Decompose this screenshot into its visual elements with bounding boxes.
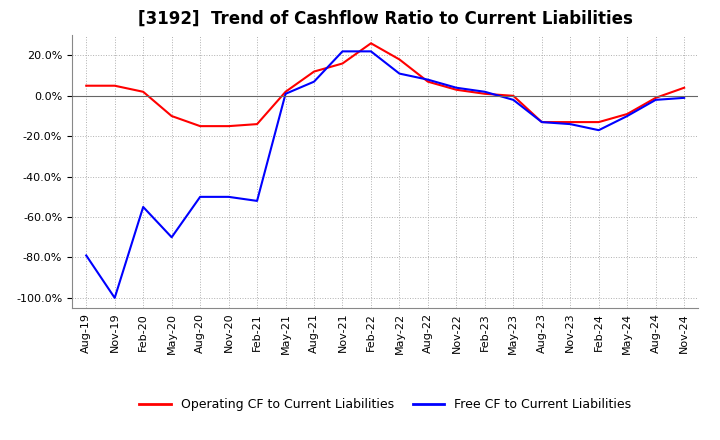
Free CF to Current Liabilities xyxy=(110,295,119,301)
Operating CF to Current Liabilities xyxy=(623,111,631,117)
Free CF to Current Liabilities xyxy=(623,114,631,119)
Free CF to Current Liabilities xyxy=(366,49,375,54)
Operating CF to Current Liabilities xyxy=(338,61,347,66)
Operating CF to Current Liabilities xyxy=(680,85,688,90)
Free CF to Current Liabilities xyxy=(196,194,204,199)
Free CF to Current Liabilities xyxy=(282,91,290,96)
Operating CF to Current Liabilities xyxy=(139,89,148,95)
Free CF to Current Liabilities xyxy=(338,49,347,54)
Operating CF to Current Liabilities xyxy=(537,119,546,125)
Operating CF to Current Liabilities xyxy=(225,124,233,129)
Operating CF to Current Liabilities xyxy=(110,83,119,88)
Free CF to Current Liabilities xyxy=(225,194,233,199)
Free CF to Current Liabilities xyxy=(509,97,518,103)
Free CF to Current Liabilities xyxy=(167,235,176,240)
Operating CF to Current Liabilities xyxy=(167,114,176,119)
Operating CF to Current Liabilities xyxy=(509,93,518,99)
Free CF to Current Liabilities xyxy=(537,119,546,125)
Title: [3192]  Trend of Cashflow Ratio to Current Liabilities: [3192] Trend of Cashflow Ratio to Curren… xyxy=(138,10,633,28)
Free CF to Current Liabilities xyxy=(310,79,318,84)
Operating CF to Current Liabilities xyxy=(253,121,261,127)
Free CF to Current Liabilities xyxy=(680,95,688,100)
Operating CF to Current Liabilities xyxy=(452,87,461,92)
Line: Free CF to Current Liabilities: Free CF to Current Liabilities xyxy=(86,51,684,298)
Operating CF to Current Liabilities xyxy=(196,124,204,129)
Operating CF to Current Liabilities xyxy=(652,95,660,100)
Operating CF to Current Liabilities xyxy=(395,57,404,62)
Operating CF to Current Liabilities xyxy=(282,89,290,95)
Legend: Operating CF to Current Liabilities, Free CF to Current Liabilities: Operating CF to Current Liabilities, Fre… xyxy=(135,393,636,416)
Free CF to Current Liabilities xyxy=(139,204,148,209)
Free CF to Current Liabilities xyxy=(566,121,575,127)
Operating CF to Current Liabilities xyxy=(366,40,375,46)
Free CF to Current Liabilities xyxy=(595,128,603,133)
Operating CF to Current Liabilities xyxy=(82,83,91,88)
Free CF to Current Liabilities xyxy=(652,97,660,103)
Free CF to Current Liabilities xyxy=(395,71,404,76)
Line: Operating CF to Current Liabilities: Operating CF to Current Liabilities xyxy=(86,43,684,126)
Free CF to Current Liabilities xyxy=(82,253,91,258)
Operating CF to Current Liabilities xyxy=(566,119,575,125)
Operating CF to Current Liabilities xyxy=(310,69,318,74)
Free CF to Current Liabilities xyxy=(253,198,261,204)
Operating CF to Current Liabilities xyxy=(423,79,432,84)
Operating CF to Current Liabilities xyxy=(595,119,603,125)
Operating CF to Current Liabilities xyxy=(480,91,489,96)
Free CF to Current Liabilities xyxy=(480,89,489,95)
Free CF to Current Liabilities xyxy=(423,77,432,82)
Free CF to Current Liabilities xyxy=(452,85,461,90)
